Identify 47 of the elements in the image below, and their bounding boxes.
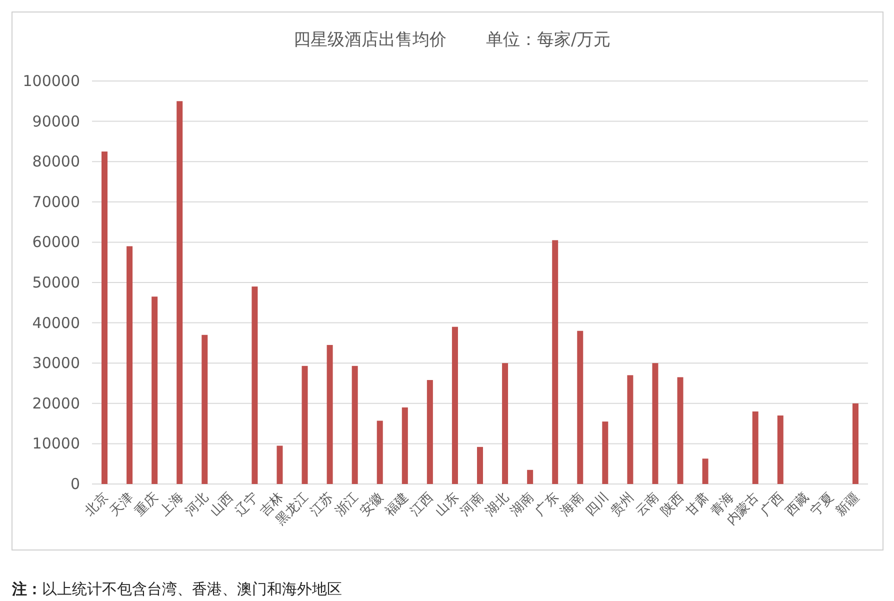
bar bbox=[477, 446, 483, 484]
bar bbox=[627, 375, 634, 484]
bar bbox=[102, 152, 108, 484]
bar bbox=[426, 380, 433, 484]
x-tick-label: 河北 bbox=[182, 490, 212, 520]
bar bbox=[602, 422, 608, 484]
y-tick-label: 50000 bbox=[32, 274, 80, 292]
x-tick-label: 重庆 bbox=[132, 490, 162, 520]
bar bbox=[352, 366, 358, 484]
chart-title: 四星级酒店出售均价 bbox=[294, 30, 446, 50]
x-tick-label: 新疆 bbox=[833, 490, 862, 520]
bar bbox=[552, 240, 558, 484]
bar bbox=[302, 366, 308, 484]
bar bbox=[252, 286, 258, 484]
bar bbox=[126, 246, 133, 484]
bar bbox=[402, 407, 408, 484]
x-tick-label: 辽宁 bbox=[232, 490, 262, 520]
y-tick-label: 20000 bbox=[32, 394, 80, 412]
y-tick-label: 10000 bbox=[32, 434, 80, 453]
bar bbox=[777, 415, 784, 484]
y-tick-label: 90000 bbox=[32, 112, 80, 130]
bar bbox=[202, 334, 208, 484]
bar bbox=[752, 411, 758, 484]
chart-subtitle: 单位：每家/万元 bbox=[486, 30, 611, 50]
bar bbox=[652, 363, 658, 484]
bar bbox=[677, 377, 684, 484]
bar bbox=[577, 330, 584, 484]
y-tick-label: 30000 bbox=[32, 354, 80, 372]
bar bbox=[527, 470, 534, 484]
bar bbox=[452, 326, 458, 484]
y-tick-label: 100000 bbox=[22, 72, 80, 90]
x-tick-label: 江西 bbox=[408, 490, 437, 520]
bar bbox=[376, 420, 383, 484]
bar bbox=[326, 344, 333, 484]
bar bbox=[502, 363, 508, 484]
x-tick-label: 北京 bbox=[82, 490, 112, 520]
text: 注：以上统计不包含台湾、香港、澳门和海外地区 bbox=[11, 580, 342, 598]
y-tick-label: 70000 bbox=[32, 192, 80, 211]
bar bbox=[152, 296, 158, 484]
y-tick-label: 60000 bbox=[32, 233, 80, 252]
bar bbox=[702, 458, 708, 484]
bar bbox=[852, 403, 858, 484]
bar bbox=[176, 101, 183, 484]
y-tick-label: 80000 bbox=[32, 152, 80, 171]
y-tick-label: 40000 bbox=[32, 314, 80, 332]
y-tick-label: 0 bbox=[70, 475, 80, 493]
bar bbox=[276, 446, 283, 484]
